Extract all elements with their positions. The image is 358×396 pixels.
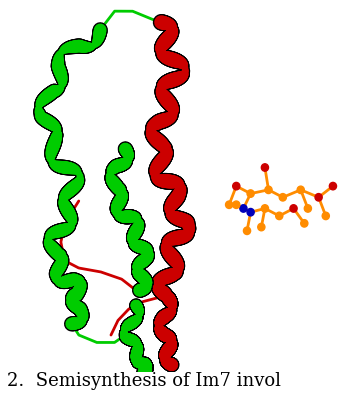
- Circle shape: [304, 205, 311, 212]
- Circle shape: [279, 194, 286, 201]
- Circle shape: [247, 208, 254, 216]
- Circle shape: [247, 190, 254, 197]
- Circle shape: [315, 194, 322, 201]
- Circle shape: [233, 183, 240, 190]
- Circle shape: [290, 205, 297, 212]
- Circle shape: [265, 186, 272, 194]
- Circle shape: [301, 220, 308, 227]
- Circle shape: [226, 201, 233, 208]
- Circle shape: [322, 212, 329, 220]
- Text: 2.  Semisynthesis of Im7 invol: 2. Semisynthesis of Im7 invol: [7, 372, 281, 390]
- Circle shape: [261, 205, 268, 212]
- Circle shape: [258, 223, 265, 231]
- Circle shape: [233, 201, 240, 208]
- Circle shape: [261, 164, 268, 171]
- Circle shape: [329, 183, 337, 190]
- Circle shape: [240, 205, 247, 212]
- Circle shape: [243, 227, 251, 234]
- Circle shape: [297, 186, 304, 194]
- Circle shape: [276, 212, 283, 220]
